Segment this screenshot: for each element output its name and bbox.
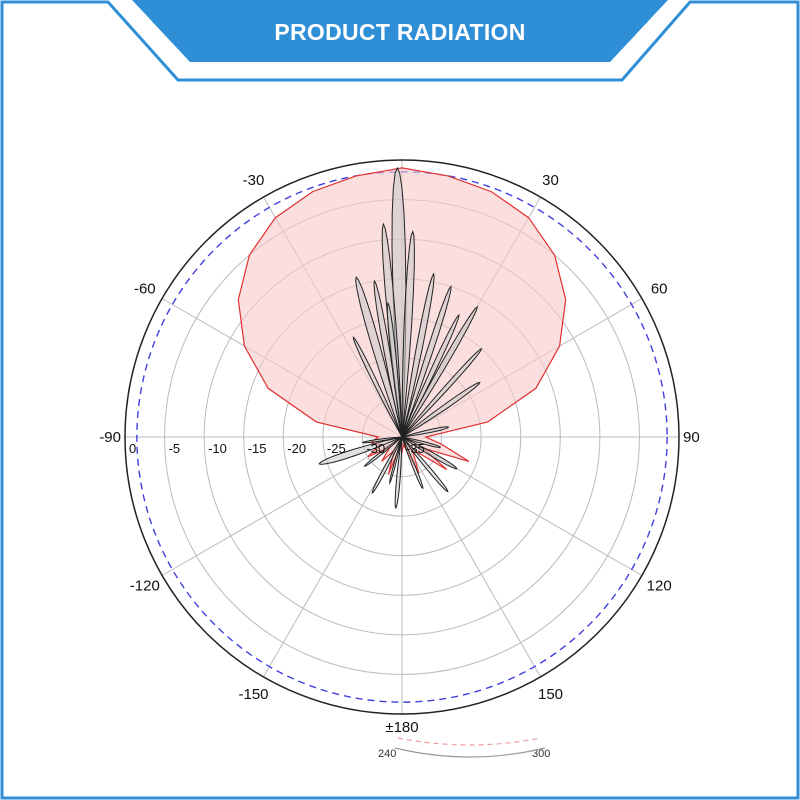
series-gray-lobe [371,436,403,495]
angle-label: -60 [134,281,156,298]
series-gray-lobe [401,436,458,470]
series-layer [237,166,567,510]
radial-tick-label: -25 [327,441,346,456]
axis-labels: -30 30 -60 60 -90 90 -120 120 -150 150 ±180 0 -5 -10 -… [99,172,699,736]
angle-label: 120 [647,578,672,595]
angle-label: 90 [683,429,700,446]
angle-label: -150 [238,686,268,703]
grid-spoke [401,436,541,678]
radial-tick-label: -15 [248,441,267,456]
mini-legend: 240 300 [378,737,550,760]
series-gray-lobe [401,285,452,438]
series-gray-lobe [401,436,449,493]
angle-label: 150 [538,686,563,703]
radial-tick-label: -10 [208,441,227,456]
angle-label: 60 [651,281,668,298]
series-gray-lobe [401,313,460,438]
angle-label: ±180 [385,719,418,736]
mini-legend-arc-red [397,737,541,746]
banner-title: PRODUCT RADIATION [274,19,526,45]
series-gray-lobe [401,426,450,438]
series-gray-lobe [318,436,403,465]
series-gray-lobe [361,436,403,444]
mini-legend-right: 300 [532,748,550,760]
series-gray-lobe [401,381,481,438]
series-gray-lobe [386,301,403,438]
series-gray-lobe [401,436,442,449]
grid-spoke [161,436,403,576]
angle-label: -120 [130,578,160,595]
radial-tick-label: -5 [169,441,181,456]
angle-label: 30 [542,172,559,189]
mini-legend-arc-gray [394,747,546,758]
series-gray-lobe [401,347,483,438]
angle-label: -30 [243,172,265,189]
series-gray-lobe [401,229,415,438]
series-gray-lobe [352,335,403,438]
radial-tick-label: -35 [406,441,425,456]
series-gray-lobe [401,436,424,490]
series-gray-lobe [394,436,403,510]
series-gray-lobe [389,436,403,485]
angle-label: -90 [99,429,121,446]
series-gray-lobe [363,436,403,467]
series-gray-lobe [401,272,435,438]
radial-tick-label: 0 [129,441,136,456]
series-gray-lobe [355,275,403,438]
outer-circle [124,159,680,715]
series-gray-lobe [401,305,478,438]
mini-legend-left: 240 [378,748,396,760]
radial-tick-label: -30 [366,441,385,456]
banner-ribbon [132,0,668,62]
radial-tick-label: -20 [287,441,306,456]
